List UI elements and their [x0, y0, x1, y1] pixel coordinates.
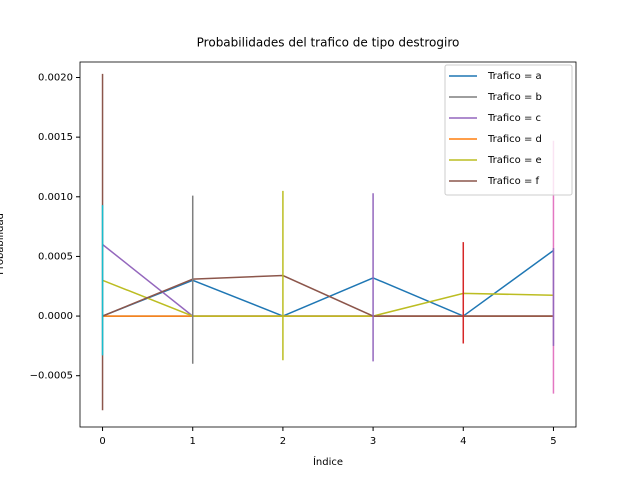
legend-label: Trafico = f [487, 176, 540, 187]
series-line [102, 249, 554, 317]
series-line [102, 274, 554, 317]
x-tick-label: 5 [550, 436, 556, 447]
y-tick-label: 0.0000 [38, 311, 73, 322]
y-tick-label: −0.0005 [30, 371, 73, 382]
x-tick-label: 4 [460, 436, 466, 447]
y-tick-label: 0.0010 [38, 192, 73, 203]
chart-title: Probabilidades del trafico de tipo destr… [197, 36, 460, 50]
series-line [102, 243, 554, 317]
legend-label: Trafico = b [487, 92, 542, 103]
legend-label: Trafico = a [487, 71, 542, 82]
x-tick-label: 2 [280, 436, 286, 447]
y-tick-label: 0.0005 [38, 251, 73, 262]
x-tick-label: 1 [190, 436, 196, 447]
legend-label: Trafico = d [487, 134, 542, 145]
x-tick-label: 3 [370, 436, 376, 447]
x-tick-label: 0 [99, 436, 105, 447]
x-axis-label: Índice [313, 455, 343, 468]
legend-label: Trafico = c [487, 113, 541, 124]
legend-label: Trafico = e [487, 155, 542, 166]
y-axis-label: Probabilidad [0, 213, 6, 275]
y-tick-label: 0.0020 [38, 73, 73, 84]
plot-frame [79, 61, 577, 428]
series-line [102, 279, 554, 317]
y-tick-label: 0.0015 [38, 132, 73, 143]
